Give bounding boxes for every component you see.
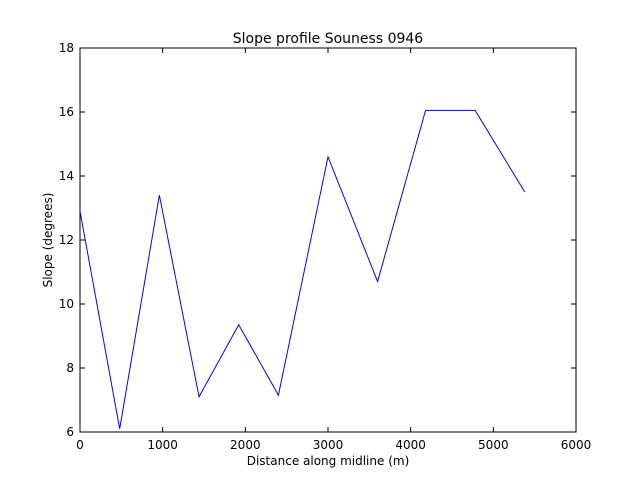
- x-tick-label: 0: [76, 438, 84, 452]
- y-tick-label: 6: [66, 425, 74, 439]
- y-tick-label: 14: [59, 169, 74, 183]
- y-tick-label: 8: [66, 361, 74, 375]
- x-tick-label: 3000: [313, 438, 344, 452]
- axis-ticks: 0 1000 2000 3000 4000 5000 6000 6 8 10 12 14 16 18: [59, 41, 592, 452]
- y-tick-label: 16: [59, 105, 74, 119]
- y-tick-label: 12: [59, 233, 74, 247]
- plot-frame: [79, 47, 577, 433]
- x-tick-label: 4000: [395, 438, 426, 452]
- series-line-0: [79, 109, 526, 429]
- y-axis-label: Slope (degrees): [41, 193, 55, 288]
- x-axis-label: Distance along midline (m): [247, 454, 410, 468]
- y-tick-label: 10: [59, 297, 74, 311]
- chart-title: Slope profile Souness 0946: [233, 31, 424, 47]
- x-tick-label: 5000: [478, 438, 509, 452]
- y-tick-label: 18: [59, 41, 74, 55]
- x-tick-label: 2000: [230, 438, 261, 452]
- x-tick-label: 1000: [147, 438, 178, 452]
- x-tick-label: 6000: [561, 438, 592, 452]
- series-layer: [79, 109, 526, 429]
